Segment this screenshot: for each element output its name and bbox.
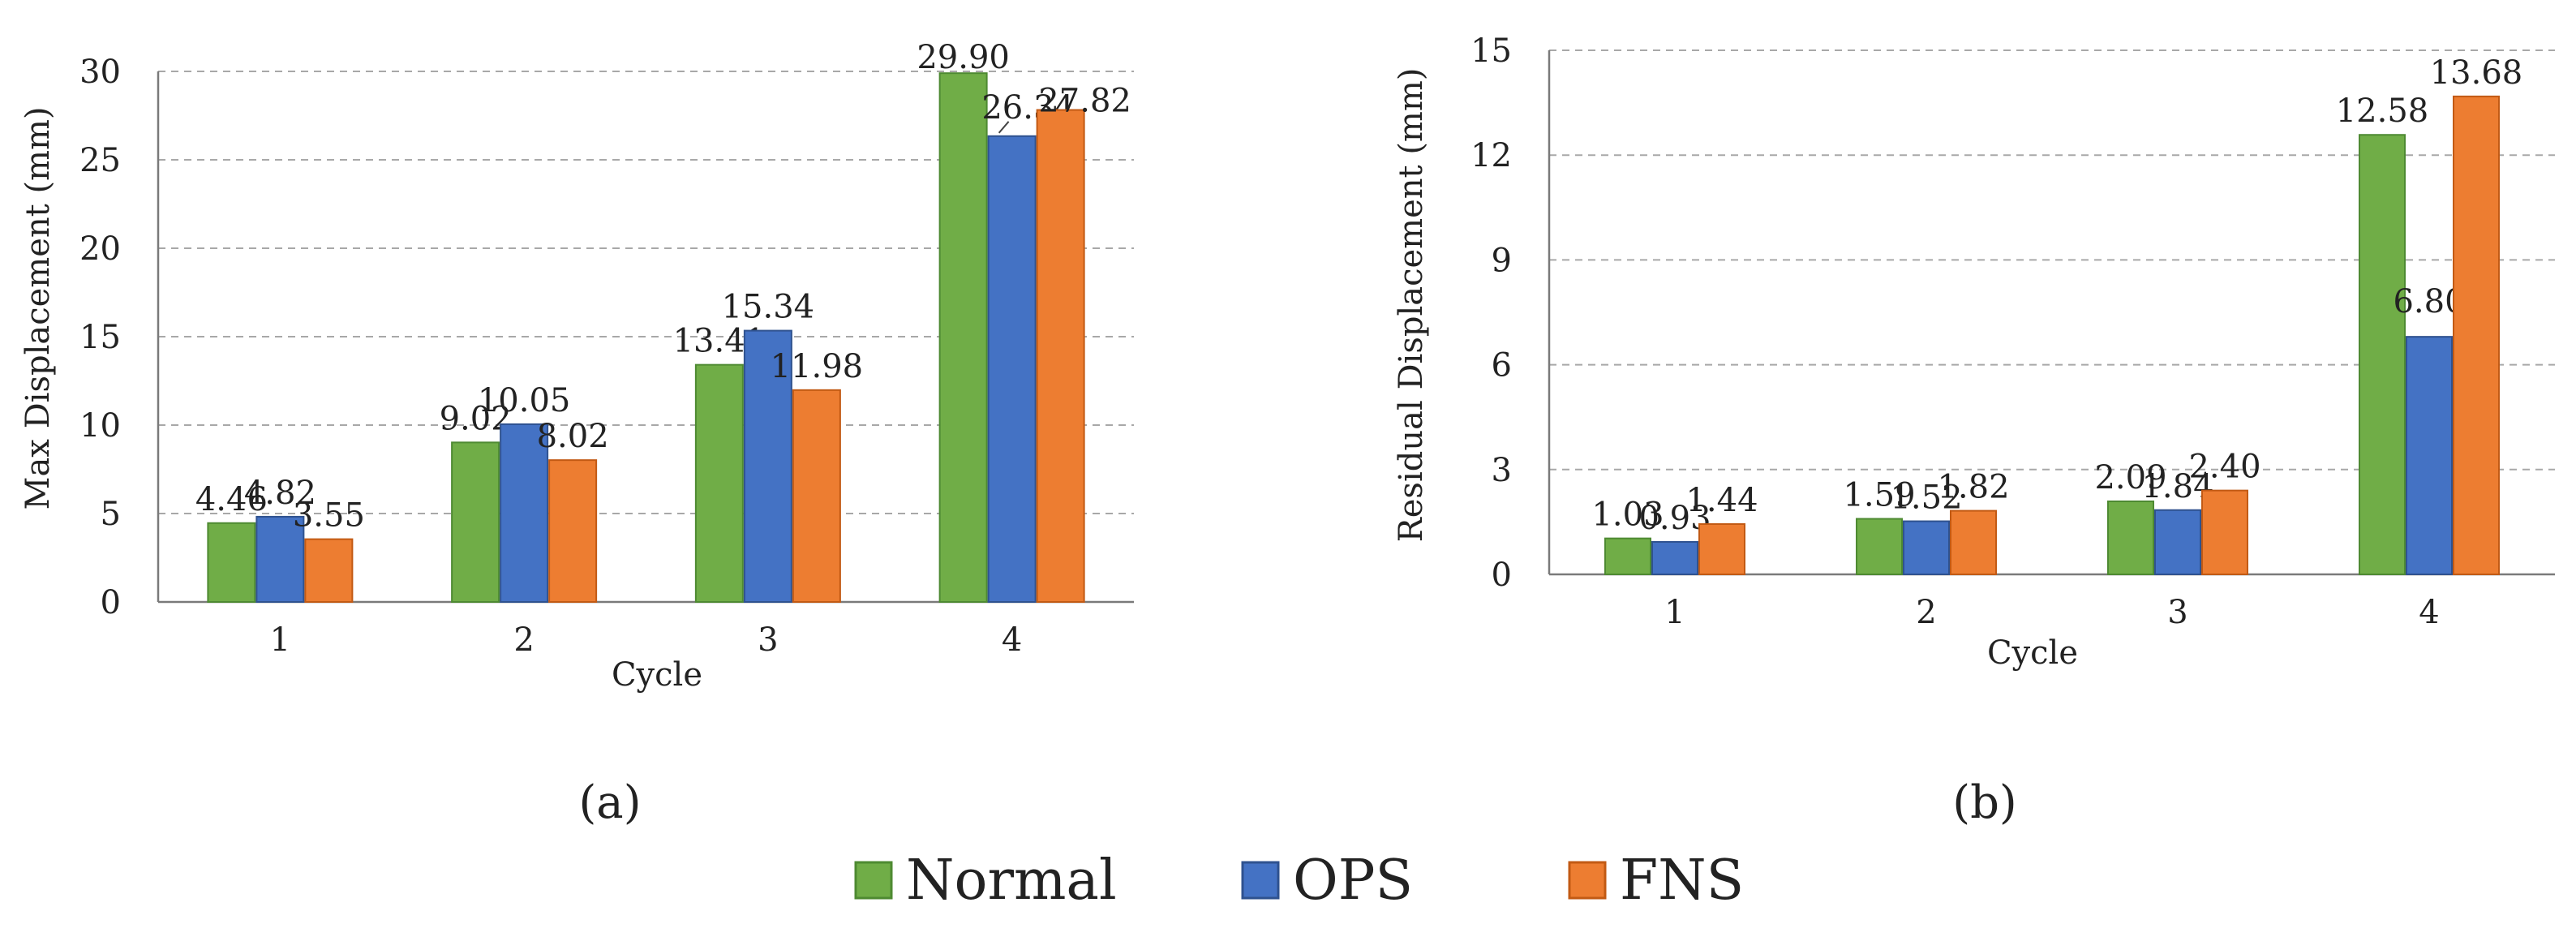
- legend-label-normal: Normal: [906, 849, 1117, 913]
- data-label-normal-cycle-2: 9.02: [440, 400, 512, 437]
- bar-fns-cycle-1: [1698, 522, 1745, 576]
- x-tick-label: 4: [1002, 621, 1022, 659]
- y-tick-label: 15: [79, 319, 121, 356]
- panel-label: (a): [578, 776, 641, 829]
- data-label-normal-cycle-1: 1.03: [1591, 496, 1664, 534]
- bar-normal-cycle-3: [2107, 500, 2154, 575]
- bar-normal-cycle-4: [938, 72, 988, 604]
- data-label-ops-cycle-2: 10.05: [478, 382, 571, 419]
- data-label-normal-cycle-1: 4.46: [195, 481, 268, 518]
- chart-panel-b: 036912151.030.931.4411.591.521.8222.091.…: [1393, 32, 2555, 829]
- data-label-ops-cycle-3: 15.34: [722, 289, 815, 326]
- legend-swatch-normal: [854, 861, 893, 900]
- y-axis-title: Residual Displacement (mm): [1393, 68, 1430, 543]
- bar-ops-cycle-3: [743, 329, 792, 603]
- data-label-leader: [998, 121, 1010, 134]
- x-tick-label: 1: [270, 621, 290, 659]
- y-tick-label: 20: [79, 230, 121, 268]
- legend-label-ops: OPS: [1293, 849, 1413, 913]
- x-tick-label: 1: [1664, 594, 1685, 631]
- data-label-normal-cycle-3: 2.09: [2094, 459, 2166, 496]
- legend: Normal OPS FNS: [854, 849, 1744, 913]
- bar-fns-cycle-3: [792, 389, 841, 603]
- y-tick-label: 5: [101, 496, 121, 533]
- bar-fns-cycle-2: [548, 459, 598, 603]
- bar-fns-cycle-1: [304, 538, 354, 603]
- data-label-fns-cycle-4: 13.68: [2430, 54, 2523, 92]
- y-tick-label: 0: [101, 584, 121, 621]
- y-tick-label: 15: [1470, 32, 1512, 70]
- bar-normal-cycle-2: [1856, 518, 1903, 575]
- bar-fns-cycle-3: [2201, 489, 2248, 576]
- y-tick-label: 6: [1492, 347, 1512, 385]
- data-label-normal-cycle-4: 12.58: [2336, 92, 2429, 130]
- legend-swatch-fns: [1568, 861, 1607, 900]
- bar-normal-cycle-3: [694, 363, 744, 603]
- y-tick-label: 12: [1470, 137, 1512, 174]
- data-label-ops-cycle-1: 4.82: [244, 475, 316, 512]
- bar-normal-cycle-1: [1604, 537, 1651, 576]
- x-axis-title: Cycle: [612, 656, 702, 694]
- x-tick-label: 3: [758, 621, 778, 659]
- y-tick-label: 9: [1492, 242, 1512, 279]
- data-label-fns-cycle-2: 1.82: [1937, 469, 2009, 506]
- y-axis-title: Max Displacement (mm): [19, 106, 57, 509]
- x-tick-label: 2: [1916, 594, 1936, 631]
- y-tick-label: 10: [79, 407, 121, 445]
- bar-normal-cycle-1: [207, 522, 256, 603]
- bar-fns-cycle-4: [1036, 109, 1085, 604]
- bar-normal-cycle-2: [451, 441, 500, 604]
- bar-ops-cycle-4: [2406, 336, 2453, 575]
- data-label-normal-cycle-4: 29.90: [917, 39, 1010, 76]
- bar-fns-cycle-4: [2453, 95, 2500, 575]
- bar-fns-cycle-2: [1950, 509, 1997, 575]
- data-label-fns-cycle-1: 1.44: [1685, 482, 1758, 519]
- legend-swatch-ops: [1241, 861, 1280, 900]
- bar-ops-cycle-2: [500, 423, 549, 603]
- x-tick-label: 4: [2419, 594, 2439, 631]
- data-label-fns-cycle-4: 27.82: [1038, 83, 1131, 120]
- panel-label: (b): [1952, 776, 2017, 829]
- data-label-fns-cycle-3: 11.98: [771, 348, 864, 385]
- x-tick-label: 3: [2167, 594, 2187, 631]
- bar-normal-cycle-4: [2359, 134, 2406, 576]
- bar-ops-cycle-1: [255, 515, 305, 604]
- legend-label-fns: FNS: [1620, 849, 1744, 913]
- data-label-fns-cycle-2: 8.02: [537, 418, 609, 455]
- bar-ops-cycle-3: [2154, 509, 2201, 575]
- y-tick-label: 0: [1492, 557, 1512, 594]
- bar-ops-cycle-2: [1903, 520, 1950, 576]
- bar-ops-cycle-4: [987, 135, 1037, 603]
- data-label-fns-cycle-3: 2.40: [2188, 449, 2260, 486]
- x-axis-title: Cycle: [1987, 634, 2078, 672]
- y-tick-label: 3: [1492, 452, 1512, 489]
- y-tick-label: 25: [79, 142, 121, 179]
- data-label-normal-cycle-2: 1.59: [1843, 477, 1915, 514]
- x-tick-label: 2: [513, 621, 534, 659]
- data-label-fns-cycle-1: 3.55: [293, 497, 365, 535]
- y-tick-label: 30: [79, 54, 121, 91]
- bar-ops-cycle-1: [1651, 540, 1698, 575]
